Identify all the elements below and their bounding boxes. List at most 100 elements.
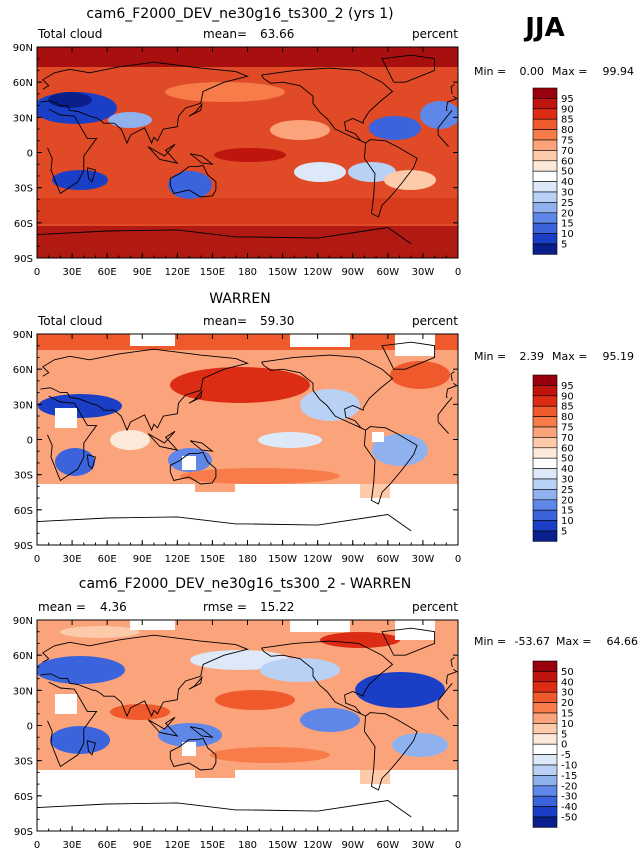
x-tick-label: 90W (341, 554, 364, 565)
coastline (189, 440, 214, 452)
y-tick-label: 30S (14, 757, 33, 768)
colorbar-label: 75 (561, 423, 574, 434)
colorbar-label: 90 (561, 104, 574, 115)
mean-value: 4.36 (100, 600, 127, 614)
colorbar-swatch (532, 806, 558, 818)
colorbar-swatch (532, 150, 558, 162)
colorbar-swatch (532, 733, 558, 745)
colorbar-label: 15 (561, 709, 574, 720)
y-tick-label: 30N (13, 113, 33, 124)
colorbar-swatch (532, 98, 558, 110)
coastline (450, 84, 455, 94)
coastline (37, 514, 412, 532)
x-tick-label: 120E (165, 840, 190, 851)
y-tick-label: 60S (14, 792, 33, 803)
min-value: 0.00 (520, 65, 545, 78)
x-tick-label: 150E (200, 267, 225, 278)
x-tick-label: 150W (268, 840, 297, 851)
x-tick-label: 90W (341, 840, 364, 851)
colorbar-swatch (532, 405, 558, 417)
colorbar-label: 85 (561, 115, 574, 126)
colorbar-swatch (532, 754, 558, 766)
x-tick-label: 0 (455, 840, 461, 851)
colorbar-label: 30 (561, 475, 574, 486)
colorbar-label: 10 (561, 516, 574, 527)
y-tick-label: 90S (14, 541, 33, 552)
colorbar-swatch (532, 170, 558, 182)
coastline (169, 164, 217, 198)
y-tick-label: 0 (27, 722, 33, 733)
colorbar-swatch (532, 212, 558, 224)
colorbar-label: 75 (561, 136, 574, 147)
coastline (147, 143, 179, 164)
colorbar-label: 40 (561, 177, 574, 188)
max-label: Max = (556, 635, 591, 648)
map-field (37, 334, 458, 545)
colorbar-swatch (532, 191, 558, 203)
y-tick-label: 30S (14, 184, 33, 195)
x-tick-label: 30W (412, 840, 435, 851)
colorbar-swatch (532, 243, 558, 255)
x-tick-label: 90E (133, 554, 152, 565)
min-label: Min = (474, 350, 506, 363)
coastline (188, 389, 203, 404)
colorbar-swatch (532, 795, 558, 807)
x-tick-label: 0 (455, 267, 461, 278)
x-tick-label: 0 (34, 267, 40, 278)
colorbar-label: -50 (561, 813, 577, 824)
x-tick-label: 30E (63, 554, 82, 565)
coastline (86, 740, 97, 756)
colorbar-swatch (532, 478, 558, 490)
colorbar-swatch (532, 816, 558, 828)
colorbar-label: 20 (561, 698, 574, 709)
colorbar-label: -30 (561, 792, 577, 803)
y-tick-label: 60S (14, 219, 33, 230)
x-tick-label: 0 (34, 840, 40, 851)
colorbar-label: 40 (561, 464, 574, 475)
map-field (37, 620, 458, 831)
x-tick-label: 30E (63, 840, 82, 851)
coastline (40, 348, 458, 432)
colorbar-swatch (532, 118, 558, 130)
colorbar-label: 90 (561, 391, 574, 402)
colorbar-swatch (532, 447, 558, 459)
min-value: 2.39 (520, 350, 545, 363)
x-tick-label: 60E (98, 554, 117, 565)
coastline (147, 716, 179, 737)
x-tick-label: 120W (303, 840, 332, 851)
coastline (40, 61, 458, 145)
panel-diff: cam6_F2000_DEV_ne30g16_ts300_2 - WARREN … (13, 576, 638, 851)
y-tick-label: 90S (14, 254, 33, 265)
colorbar-swatch (532, 385, 558, 397)
colorbar-label: -40 (561, 802, 577, 813)
colorbar-label: 85 (561, 402, 574, 413)
colorbar-label: -20 (561, 781, 577, 792)
mean-value: 63.66 (260, 27, 294, 41)
y-tick-label: 60N (13, 651, 33, 662)
x-tick-label: 60W (377, 267, 400, 278)
panel-obs: WARREN Total cloud mean= 59.30 percent M… (13, 291, 634, 565)
x-tick-label: 60W (377, 840, 400, 851)
max-value: 64.66 (607, 635, 639, 648)
min-label: Min = (474, 635, 506, 648)
colorbar-swatch (532, 416, 558, 428)
colorbar-label: 60 (561, 156, 574, 167)
coastline (147, 430, 179, 451)
units-label: percent (412, 27, 458, 41)
x-tick-label: 60E (98, 267, 117, 278)
colorbar-label: 10 (561, 229, 574, 240)
x-tick-label: 0 (34, 554, 40, 565)
colorbar-swatch (532, 457, 558, 469)
x-tick-label: 150W (268, 554, 297, 565)
panel-model: cam6_F2000_DEV_ne30g16_ts300_2 (yrs 1) T… (13, 6, 634, 278)
panel-title: cam6_F2000_DEV_ne30g16_ts300_2 (yrs 1) (86, 6, 393, 22)
x-tick-label: 90W (341, 267, 364, 278)
coastlines (37, 54, 458, 245)
mean-label: mean= (203, 27, 247, 41)
colorbar-label: 30 (561, 688, 574, 699)
x-tick-label: 120W (303, 267, 332, 278)
y-tick-label: 90N (13, 43, 33, 54)
